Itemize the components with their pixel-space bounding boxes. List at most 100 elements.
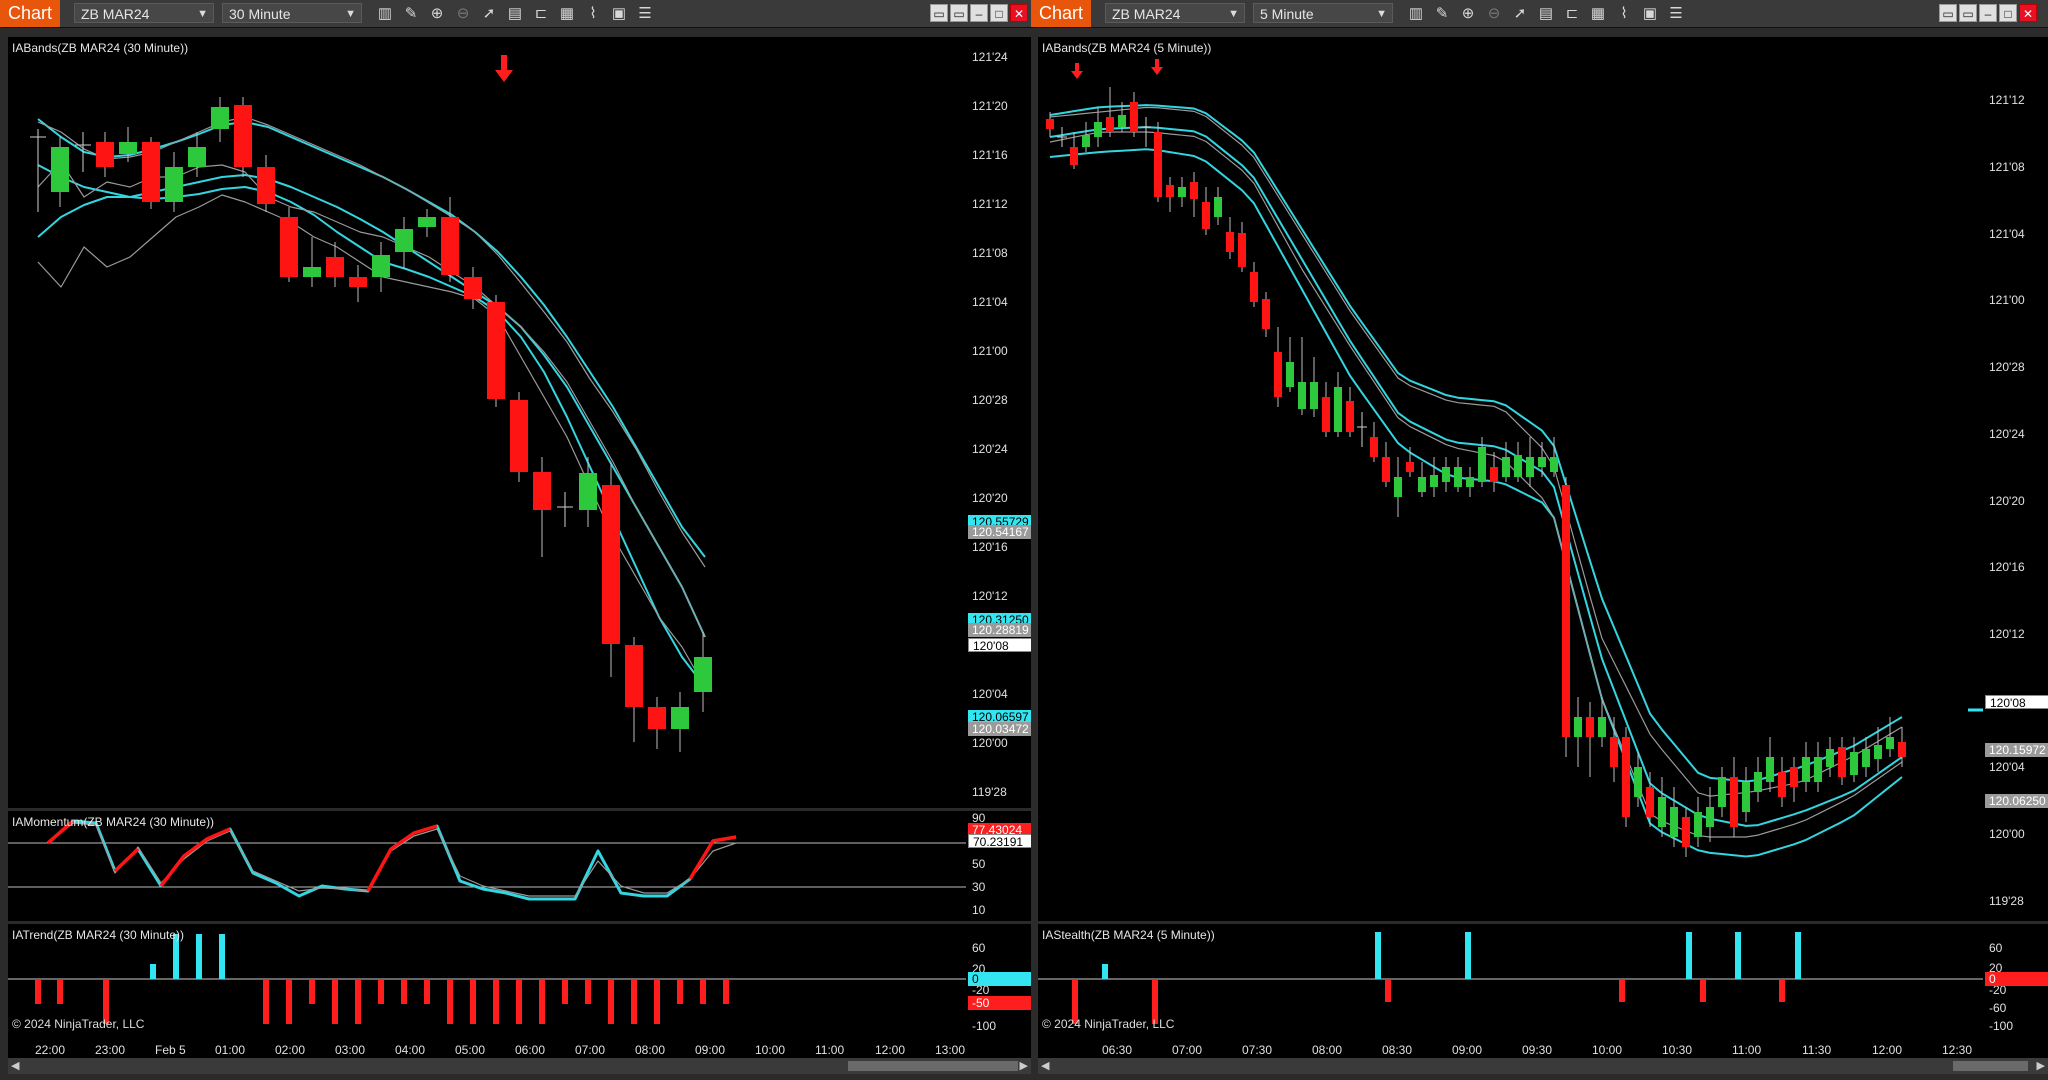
left-instrument-selector[interactable]: ZB MAR24 ▼ <box>74 3 214 23</box>
candle-body <box>1598 717 1606 737</box>
candle-body <box>142 142 160 202</box>
properties-icon[interactable]: ▣ <box>611 5 627 22</box>
right-price-panel[interactable]: IABands(ZB MAR24 (5 Minute)) <box>1038 37 1983 921</box>
left-momentum-panel[interactable]: IAMomentum(ZB MAR24 (30 Minute)) <box>8 811 966 921</box>
pointer-icon[interactable]: ➚ <box>1513 5 1527 22</box>
candle-body <box>1226 232 1234 252</box>
tile-icon[interactable]: ▭ <box>930 4 948 22</box>
right-interval-selector[interactable]: 5 Minute ▼ <box>1253 3 1393 23</box>
right-upper-band <box>1049 104 1903 783</box>
indicators-icon[interactable]: ▦ <box>559 5 575 22</box>
candle-body <box>464 277 482 299</box>
trend-up-bar <box>219 934 225 979</box>
left-price-axis[interactable]: 121'24 121'20 121'16 121'12 121'08 121'04 121'… <box>966 37 1034 808</box>
left-price-panel[interactable]: IABands(ZB MAR24 (30 Minute)) <box>8 37 966 808</box>
left-time-label: 12:00 <box>875 1043 906 1057</box>
properties-icon[interactable]: ▣ <box>1642 5 1658 22</box>
candle-body <box>1406 462 1414 472</box>
maximize-icon[interactable]: □ <box>1999 4 2017 22</box>
minimize-icon[interactable]: – <box>970 4 988 22</box>
trend-down-bar <box>57 980 63 1004</box>
bar-type-icon[interactable]: ▥ <box>1408 5 1424 22</box>
zoom-out-icon[interactable]: ⊖ <box>1487 5 1501 22</box>
left-trend-panel[interactable]: IATrend(ZB MAR24 (30 Minute)) © 2024 Nin… <box>8 924 966 1042</box>
right-stealth-panel[interactable]: IAStealth(ZB MAR24 (5 Minute)) © 2024 Ni… <box>1038 924 1983 1042</box>
candle-body <box>1670 807 1678 837</box>
drawing-tool-icon[interactable]: ✎ <box>1435 5 1449 22</box>
left-price-tick-label: 121'20 <box>972 99 1008 113</box>
left-time-label: 05:00 <box>455 1043 486 1057</box>
tile-icon[interactable]: ▭ <box>950 4 968 22</box>
drawing-tool-icon[interactable]: ✎ <box>404 5 418 22</box>
right-time-label: 07:30 <box>1242 1043 1273 1057</box>
right-stealth-axis[interactable]: 60200-20-60-100 0 <box>1983 924 2048 1042</box>
left-time-label: 11:00 <box>815 1043 845 1057</box>
trend-down-bar <box>700 980 706 1004</box>
left-trend-axis[interactable]: 60200-20-50-100 0-50 <box>966 924 1034 1042</box>
right-time-axis[interactable]: 06:30 07:00 07:30 08:00 08:30 09:00 09:30 10:00… <box>1038 1042 2048 1058</box>
left-time-axis[interactable]: 22:00 23:00 Feb 5 01:00 02:00 03:00 04:00 05:00… <box>8 1042 1031 1058</box>
candle-body <box>1274 352 1282 397</box>
candle-body <box>1178 187 1186 197</box>
indicators-icon[interactable]: ▦ <box>1590 5 1606 22</box>
bar-type-icon[interactable]: ▥ <box>377 5 393 22</box>
candle-body <box>1202 202 1210 229</box>
candle-body <box>1634 767 1642 797</box>
pointer-icon[interactable]: ➚ <box>482 5 496 22</box>
templates-icon[interactable]: ⊏ <box>1565 5 1579 22</box>
trend-down-bar <box>654 980 660 1024</box>
candle-body <box>510 400 528 472</box>
list-icon[interactable]: ☰ <box>1669 5 1683 22</box>
trend-down-bar <box>103 980 109 1024</box>
data-box-icon[interactable]: ▤ <box>507 5 523 22</box>
candle-body <box>1442 467 1450 482</box>
minimize-icon[interactable]: – <box>1979 4 1997 22</box>
left-price-tick-label: 121'24 <box>972 50 1008 64</box>
scroll-left-icon[interactable]: ◀ <box>11 1060 20 1072</box>
zoom-in-icon[interactable]: ⊕ <box>1461 5 1475 22</box>
right-price-axis[interactable]: 121'12 121'08 121'04 121'00 120'28 120'24 120'… <box>1983 37 2048 921</box>
divider[interactable] <box>8 921 1031 924</box>
divider[interactable] <box>1038 921 2048 924</box>
data-box-icon[interactable]: ▤ <box>1538 5 1554 22</box>
list-icon[interactable]: ☰ <box>638 5 652 22</box>
left-price-tick-label: 121'16 <box>972 148 1008 162</box>
divider[interactable] <box>8 808 1031 811</box>
left-price-value-badge: 120.54167 <box>968 525 1034 539</box>
right-instrument-selector[interactable]: ZB MAR24 ▼ <box>1105 3 1245 23</box>
scroll-right-icon[interactable]: ▶ <box>1019 1060 1028 1072</box>
zoom-out-icon[interactable]: ⊖ <box>456 5 470 22</box>
candle-body <box>1706 807 1714 827</box>
right-toolbar-icons: ▥ ✎ ⊕ ⊖ ➚ ▤ ⊏ ▦ ⌇ ▣ ☰ <box>1403 2 1689 26</box>
templates-icon[interactable]: ⊏ <box>534 5 548 22</box>
trend-down-bar <box>677 980 683 1004</box>
tile-icon[interactable]: ▭ <box>1939 4 1957 22</box>
left-chart-window: Chart ZB MAR24 ▼ 30 Minute ▼ ▥ ✎ ⊕ ⊖ ➚ ▤ ⊏ ▦ ⌇ ▣ ☰ ▭… <box>0 0 1034 1080</box>
candle-body <box>119 142 137 154</box>
left-scrollbar[interactable]: ◀ ▶ <box>8 1058 1031 1074</box>
close-icon[interactable]: ✕ <box>2019 4 2037 22</box>
maximize-icon[interactable]: □ <box>990 4 1008 22</box>
candle-body <box>372 255 390 277</box>
strategies-icon[interactable]: ⌇ <box>1620 5 1628 22</box>
zoom-in-icon[interactable]: ⊕ <box>430 5 444 22</box>
left-scrollbar-thumb[interactable] <box>848 1061 1018 1071</box>
candle-body <box>625 645 643 707</box>
left-price-tick-label: 120'20 <box>972 491 1008 505</box>
scroll-right-icon[interactable]: ▶ <box>2036 1060 2045 1072</box>
tile-icon[interactable]: ▭ <box>1959 4 1977 22</box>
left-interval-selector[interactable]: 30 Minute ▼ <box>222 3 362 23</box>
close-icon[interactable]: ✕ <box>1010 4 1028 22</box>
right-scrollbar-thumb[interactable] <box>1953 1061 2028 1071</box>
left-trend-tick-label: -20 <box>972 983 990 997</box>
strategies-icon[interactable]: ⌇ <box>589 5 597 22</box>
left-momentum-tick-label: 90 <box>972 811 986 825</box>
candle-body <box>1610 737 1618 767</box>
left-time-label: Feb 5 <box>155 1043 186 1057</box>
right-chart-menu-button[interactable]: Chart <box>1031 0 1092 27</box>
left-chart-menu-button[interactable]: Chart <box>0 0 61 27</box>
right-scrollbar[interactable]: ◀ ▶ <box>1038 1058 2048 1074</box>
candle-body <box>1526 457 1534 477</box>
scroll-left-icon[interactable]: ◀ <box>1041 1060 1050 1072</box>
